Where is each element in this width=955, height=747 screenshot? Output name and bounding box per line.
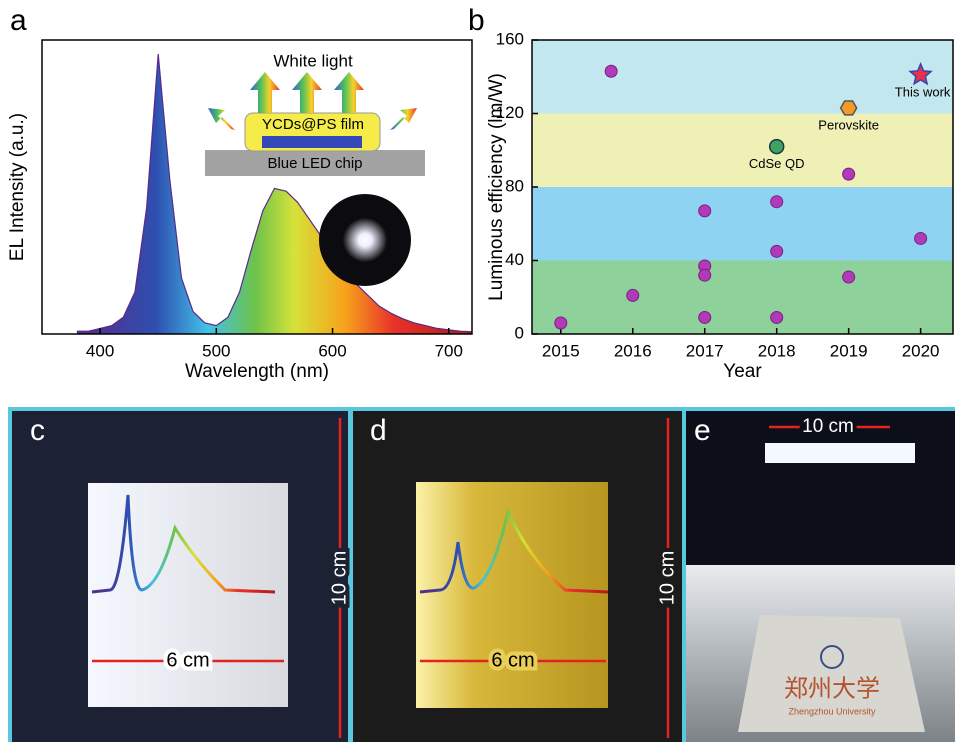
point-label: Perovskite <box>818 117 879 132</box>
data-point <box>605 65 617 77</box>
scale-label: 6 cm <box>491 649 534 671</box>
panel-label: e <box>694 414 711 447</box>
data-point <box>699 269 711 281</box>
data-point <box>771 245 783 257</box>
data-point <box>699 311 711 323</box>
scale-label: 10 cm <box>656 551 678 605</box>
y-tick-label: 80 <box>505 176 524 195</box>
panel-label: d <box>370 414 387 447</box>
page: {"chart_data":[ {"type":"line","panel":"… <box>0 0 955 747</box>
panel-label: b <box>468 4 485 37</box>
sign-text: 郑州大学 <box>784 675 880 703</box>
highlight-point <box>841 101 857 115</box>
x-tick-label: 700 <box>435 341 463 360</box>
x-tick-label: 2016 <box>614 341 652 360</box>
x-tick-label: 2015 <box>542 341 580 360</box>
panel-label: a <box>10 4 27 37</box>
data-point <box>771 196 783 208</box>
x-tick-label: 400 <box>86 341 114 360</box>
band <box>532 187 953 261</box>
lamp <box>765 443 915 463</box>
data-point <box>843 271 855 283</box>
x-tick-label: 2017 <box>686 341 724 360</box>
data-point <box>915 232 927 244</box>
data-point <box>843 168 855 180</box>
sign-subtext: Zhengzhou University <box>788 706 876 716</box>
y-tick-label: 0 <box>515 323 524 342</box>
data-point <box>555 317 567 329</box>
data-point <box>771 311 783 323</box>
led-glow <box>343 218 387 262</box>
y-axis-label: Luminous efficiency (lm/W) <box>486 73 507 301</box>
y-axis-label: EL Intensity (a.u.) <box>7 113 28 261</box>
x-axis-label: Year <box>723 361 762 382</box>
led <box>262 136 362 148</box>
point-label: This work <box>895 84 951 99</box>
figure: White light YCDs@PS film Blue LED chip a… <box>0 0 955 742</box>
x-tick-label: 500 <box>202 341 230 360</box>
yellow-panel <box>416 482 608 708</box>
x-tick-label: 600 <box>318 341 346 360</box>
annotation: YCDs@PS film <box>262 116 364 133</box>
data-point <box>627 289 639 301</box>
scale-label: 10 cm <box>802 416 854 437</box>
x-tick-label: 2020 <box>902 341 940 360</box>
x-tick-label: 2019 <box>830 341 868 360</box>
band <box>532 40 953 114</box>
highlight-point <box>770 140 784 154</box>
y-tick-label: 40 <box>505 250 524 269</box>
y-tick-label: 160 <box>496 29 524 48</box>
white-panel <box>88 483 288 707</box>
x-axis-label: Wavelength (nm) <box>185 361 329 382</box>
x-tick-label: 2018 <box>758 341 796 360</box>
data-point <box>699 205 711 217</box>
annotation: White light <box>273 51 353 70</box>
band <box>532 114 953 188</box>
panel-label: c <box>30 414 45 447</box>
scale-label: 6 cm <box>166 649 209 671</box>
point-label: CdSe QD <box>749 156 805 171</box>
annotation: Blue LED chip <box>267 155 362 172</box>
band <box>532 261 953 335</box>
spectrum-fill <box>77 54 472 334</box>
scale-label: 10 cm <box>328 551 350 605</box>
